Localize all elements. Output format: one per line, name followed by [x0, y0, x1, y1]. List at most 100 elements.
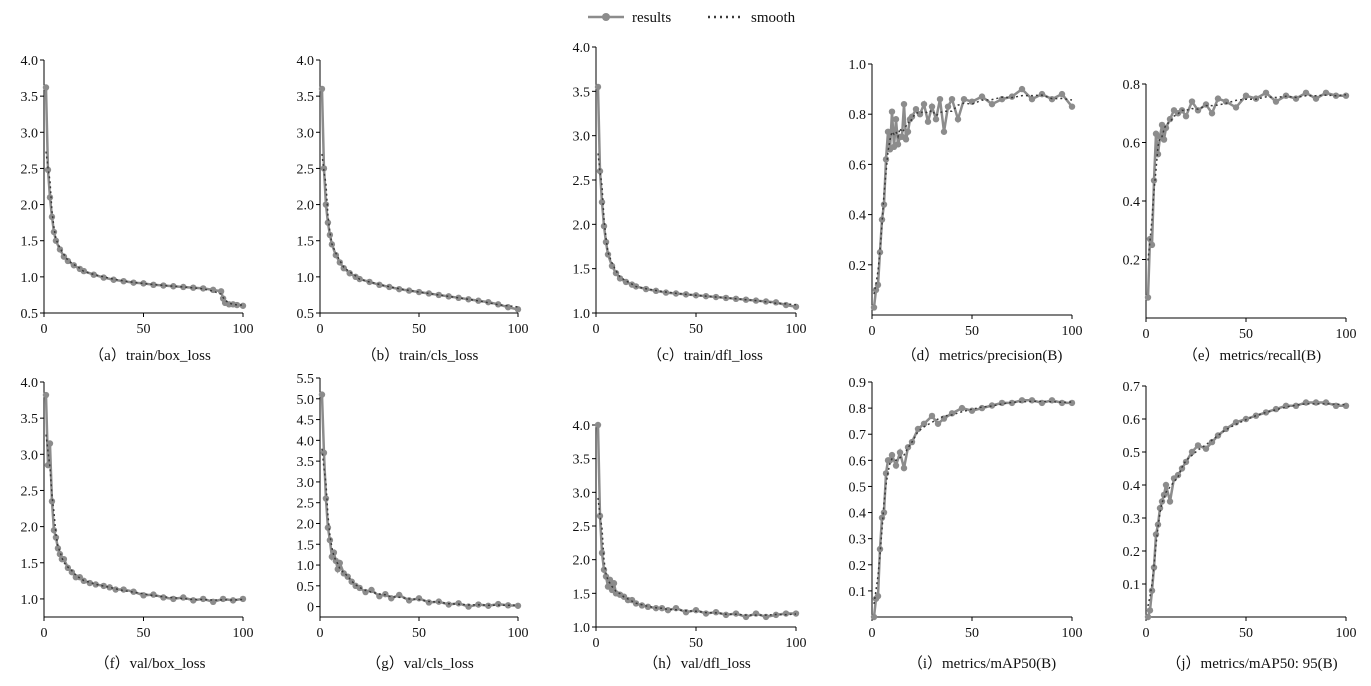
results-point: [782, 301, 790, 309]
results-point: [120, 586, 127, 593]
panel-caption: （d）metrics/precision(B): [902, 347, 1063, 364]
results-point: [892, 462, 900, 469]
legend-results-marker: [602, 13, 610, 21]
results-point: [1058, 399, 1066, 407]
x-tick-label: 0: [41, 626, 48, 641]
y-tick-label: 1.5: [297, 235, 315, 250]
y-tick-label: 2.0: [21, 199, 39, 214]
results-point: [334, 566, 342, 573]
results-point: [160, 282, 167, 289]
x-tick-label: 50: [689, 322, 703, 337]
smooth-line: [321, 153, 519, 308]
results-point: [229, 597, 237, 604]
smooth-line: [873, 400, 1073, 605]
results-point: [50, 527, 58, 534]
results-point: [180, 594, 187, 601]
y-tick-label: 1.0: [297, 559, 315, 574]
results-point: [888, 451, 896, 459]
y-tick-label: 0.4: [849, 209, 867, 224]
results-point: [320, 165, 328, 172]
y-tick-label: 0.5: [849, 480, 867, 495]
y-tick-label: 3.5: [21, 412, 39, 427]
x-tick-label: 50: [1239, 626, 1253, 641]
results-point: [912, 105, 920, 113]
results-point: [1148, 587, 1156, 594]
y-tick-label: 3.5: [573, 85, 591, 100]
y-tick-label: 3.5: [297, 455, 315, 470]
results-point: [870, 304, 878, 311]
y-tick-label: 0.7: [849, 428, 867, 443]
results-point: [322, 495, 330, 502]
results-point: [396, 591, 403, 599]
results-point: [48, 498, 56, 505]
y-tick-label: 1.5: [297, 538, 315, 553]
results-point: [405, 597, 413, 604]
results-point: [326, 536, 334, 544]
results-point: [150, 591, 157, 598]
results-point: [1188, 98, 1196, 105]
x-tick-label: 100: [1062, 626, 1083, 641]
results-point: [908, 113, 916, 120]
y-tick-label: 4.0: [297, 434, 315, 449]
results-point: [882, 470, 890, 477]
results-point: [988, 100, 996, 108]
y-tick-label: 1.0: [21, 593, 39, 608]
y-tick-label: 3.0: [573, 486, 591, 501]
results-point: [1144, 613, 1152, 621]
results-point: [1166, 498, 1174, 505]
results-point: [1222, 425, 1230, 433]
results-point: [1202, 445, 1210, 452]
y-tick-label: 0.6: [1123, 137, 1141, 152]
y-tick-label: 3.0: [21, 448, 39, 463]
x-tick-label: 50: [412, 322, 426, 337]
results-point: [882, 156, 890, 163]
results-point: [1342, 92, 1350, 99]
y-tick-label: 3.5: [573, 453, 591, 468]
results-point: [1148, 241, 1156, 249]
results-point: [870, 613, 878, 621]
panel-caption: （f）val/box_loss: [95, 655, 206, 672]
results-point: [200, 285, 207, 292]
results-point: [920, 420, 928, 427]
results-point: [200, 595, 207, 603]
y-tick-label: 4.0: [297, 54, 315, 69]
results-point: [1188, 448, 1196, 456]
results-point: [60, 253, 68, 260]
results-point: [415, 595, 423, 602]
results-point: [425, 599, 433, 606]
results-point: [318, 85, 326, 93]
results-line: [44, 87, 244, 308]
panel-7: 1.0 1.5 2.0 2.5 3.0 3.5 4.0 0 50 100 （h）val/dfl_lo…: [573, 419, 807, 672]
panel-4: 0.2 0.4 0.6 0.8 0 50 100 （e）metrics/recall(B): [1123, 78, 1357, 364]
results-point: [1152, 531, 1160, 538]
results-point: [692, 606, 700, 614]
results-point: [475, 297, 482, 304]
y-tick-label: 3.0: [297, 126, 315, 141]
results-point: [958, 404, 966, 412]
results-point: [376, 281, 383, 289]
results-point: [445, 293, 452, 300]
results-point: [52, 534, 60, 541]
results-point: [130, 279, 137, 286]
results-line: [320, 394, 519, 608]
results-point: [376, 593, 383, 600]
results-point: [1222, 98, 1230, 105]
results-point: [485, 298, 492, 306]
results-point: [348, 578, 355, 585]
x-tick-label: 0: [317, 322, 324, 337]
smooth-line: [45, 434, 244, 601]
results-point: [888, 108, 896, 115]
results-line: [1146, 91, 1346, 298]
panel-caption: （g）val/cls_loss: [366, 655, 474, 672]
results-point: [1144, 294, 1152, 301]
results-point: [1160, 491, 1168, 499]
results-point: [878, 216, 886, 223]
panel-caption: （h）val/dfl_loss: [643, 655, 751, 672]
y-tick-label: 2.0: [573, 218, 591, 233]
results-point: [1182, 458, 1190, 466]
smooth-line: [597, 153, 797, 306]
results-point: [622, 278, 630, 286]
x-tick-label: 0: [869, 324, 876, 339]
y-tick-label: 2.5: [573, 174, 591, 189]
